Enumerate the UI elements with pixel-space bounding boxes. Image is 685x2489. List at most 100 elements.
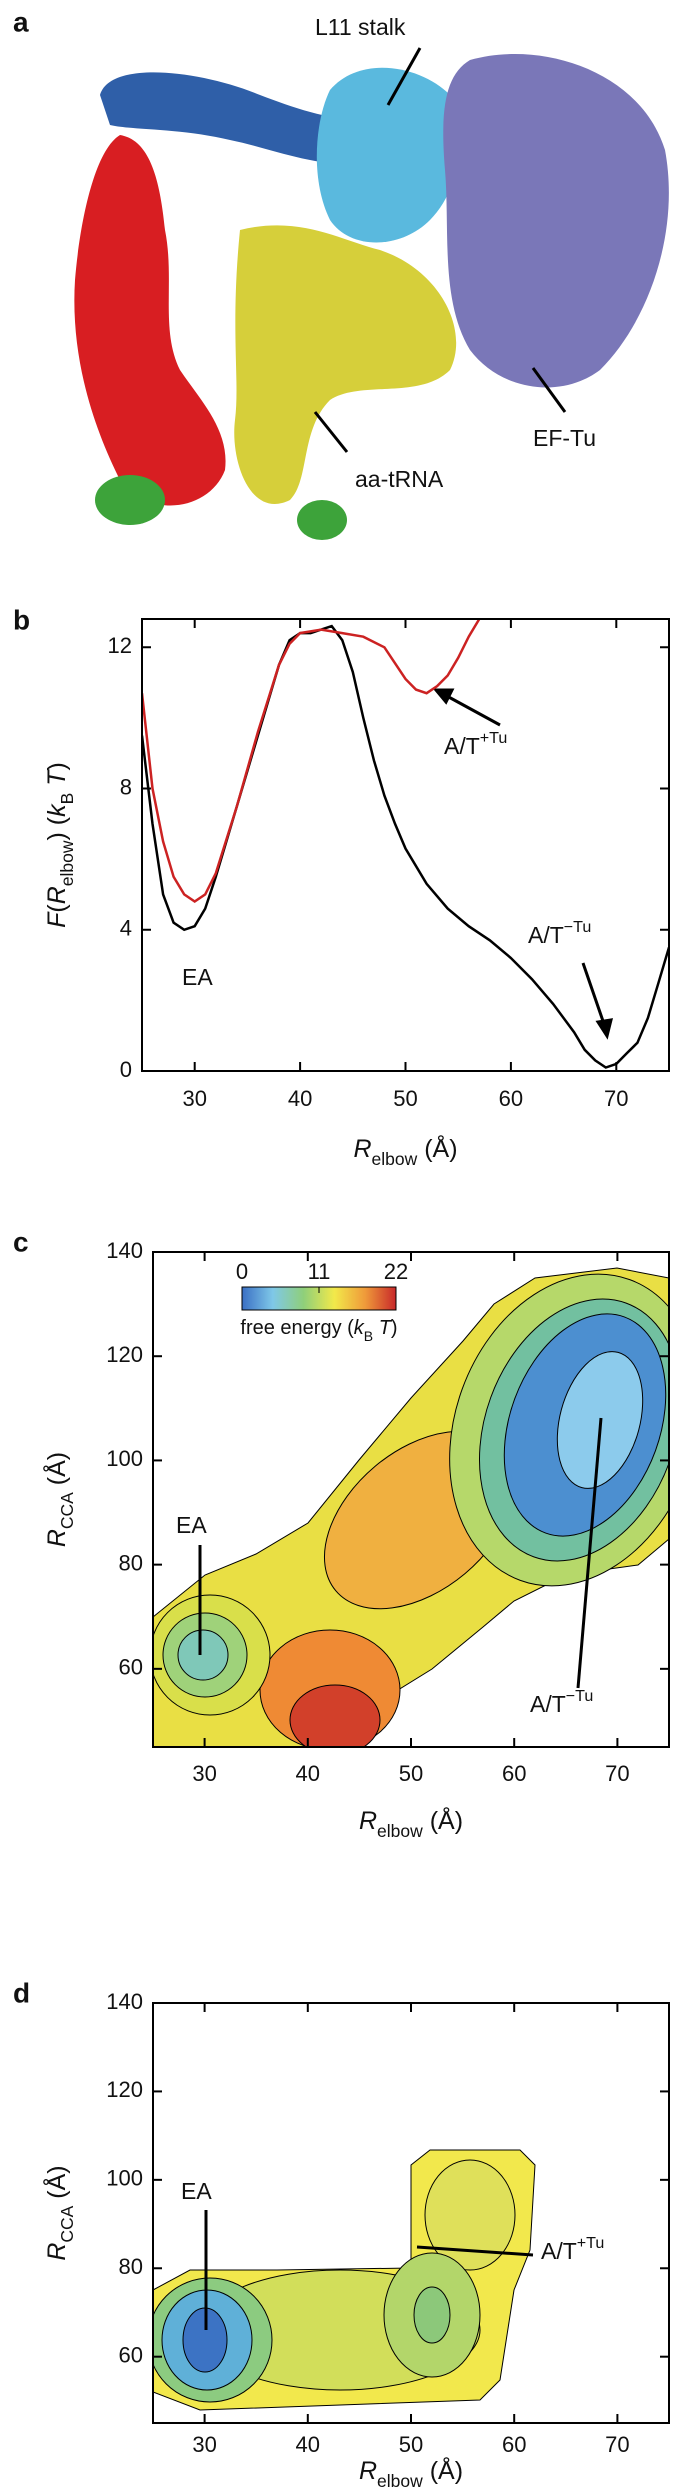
label-part: T [43,769,71,793]
y-tick-label: 120 [106,1342,143,1367]
x-tick-label: 30 [182,1086,206,1111]
x-tick-label: 40 [288,1086,312,1111]
label-part: ) ( [43,816,71,840]
y-tick-label: 4 [120,916,132,941]
label-part: (Å) [423,1805,463,1835]
annotation-text: EA [182,964,213,990]
label-part: R [353,1135,371,1163]
y-tick-label: 100 [106,1446,143,1471]
label-part: (Å) [423,2455,463,2485]
contour-map [153,1267,669,1747]
data-line [142,619,481,904]
label-part: elbow [377,1821,423,1841]
label-part: free energy ( [240,1317,354,1339]
annotation: A/T+Tu [444,729,507,759]
label-part: (Å) [41,2165,71,2205]
label-part: k [354,1317,365,1339]
annotation: aa-tRNA [355,466,444,492]
annotation: EF-Tu [533,425,596,451]
y-tick-label: 60 [119,2342,143,2367]
annotation: A/T−Tu [530,1687,593,1717]
label-part: (Å) [417,1133,457,1163]
x-tick-label: 50 [393,1086,417,1111]
label-part: (Å) [41,1452,71,1492]
y-tick-label: 80 [119,2254,143,2279]
y-tick-label: 8 [120,774,132,799]
annotation-text: EA [176,1512,207,1538]
x-tick-label: 30 [192,1761,216,1786]
x-axis-label: Relbow (Å) [359,1805,463,1841]
label-part: R [43,1529,71,1547]
annotation-text: A/T [530,1691,566,1717]
colorbar-tick-label: 22 [384,1259,408,1284]
label-part: R [359,2457,377,2485]
label-part: ) [43,762,71,770]
label-part: ) [391,1317,398,1339]
label-part: R [43,886,71,904]
annotation-text: EA [181,2178,212,2204]
x-tick-label: 70 [605,2432,629,2457]
colorbar-tick-label: 11 [308,1259,331,1284]
panel-label: b [13,604,30,635]
x-tick-label: 70 [605,1761,629,1786]
x-tick-label: 60 [502,1761,526,1786]
molecule-illustration [74,47,669,540]
annotation-superscript: +Tu [577,2234,605,2252]
annotation: EA [181,2178,212,2204]
colorbar-tick-label: 0 [236,1259,248,1284]
y-axis-label: RCCA (Å) [41,2165,77,2260]
label-part: F [43,911,71,928]
y-tick-label: 120 [106,2077,143,2102]
y-tick-label: 0 [120,1057,132,1082]
y-tick-label: 100 [106,2166,143,2191]
annotation: L11 stalk [315,14,406,40]
data-line [142,624,669,1069]
annotation-text: A/T [444,733,480,759]
label-part: elbow [377,2471,423,2489]
annotation-superscript: −Tu [566,1687,594,1705]
label-part: k [43,803,71,817]
annotation: EA [176,1512,207,1538]
label-part: elbow [372,1149,418,1169]
x-axis-label: Relbow (Å) [353,1133,457,1169]
y-tick-label: 140 [106,1238,143,1263]
annotation: A/T−Tu [528,918,591,948]
y-axis-label: F(Relbow) (kB T) [43,762,77,928]
y-tick-label: 80 [119,1550,143,1575]
label-part: CCA [57,1492,77,1529]
label-part: CCA [57,2205,77,2242]
annotation-arrows [432,688,614,1040]
label-part: ( [43,904,71,913]
panel-label: d [13,1977,30,2008]
annotation-text: A/T [528,922,564,948]
x-tick-label: 50 [399,2432,423,2457]
x-tick-label: 40 [296,2432,320,2457]
annotation-text: A/T [541,2238,577,2264]
contour-map [153,2149,536,2411]
annotation-superscript: +Tu [480,729,508,747]
label-part: B [364,1328,373,1344]
x-tick-label: 60 [502,2432,526,2457]
y-axis-label: RCCA (Å) [41,1452,77,1547]
x-tick-label: 50 [399,1761,423,1786]
annotation: EA [182,964,213,990]
x-axis-label: Relbow (Å) [359,2455,463,2489]
x-tick-label: 70 [604,1086,628,1111]
annotation-superscript: −Tu [564,918,592,936]
plot-lines [142,619,669,1069]
label-part: T [373,1317,393,1339]
y-tick-label: 12 [108,633,132,658]
x-tick-label: 60 [499,1086,523,1111]
y-tick-label: 60 [119,1655,143,1680]
label-part: R [43,2243,71,2261]
y-tick-label: 140 [106,1989,143,2014]
plot-frame [141,618,670,1072]
x-tick-label: 30 [192,2432,216,2457]
annotation: A/T+Tu [541,2234,604,2264]
label-part: elbow [57,840,77,886]
label-part: B [57,793,77,805]
label-part: R [359,1807,377,1835]
colorbar-label: free energy (kB T) [240,1317,397,1343]
x-tick-label: 40 [296,1761,320,1786]
